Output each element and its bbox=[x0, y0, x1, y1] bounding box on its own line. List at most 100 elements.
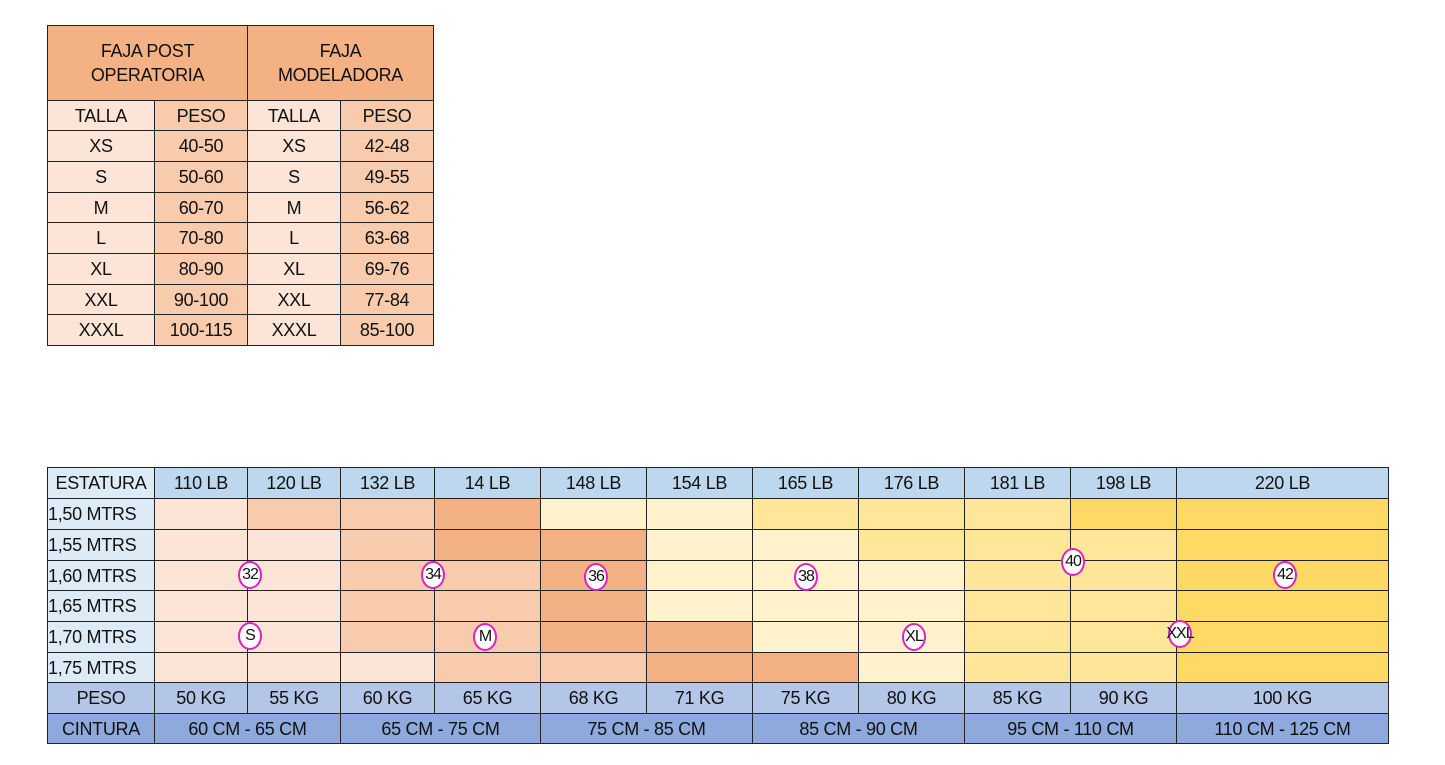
size-zone-cell bbox=[858, 529, 965, 561]
size-zone-cell bbox=[858, 498, 965, 530]
height-row-label: 1,50 MTRS bbox=[47, 498, 155, 530]
size-zone-cell bbox=[858, 652, 965, 683]
size-cell: XL bbox=[47, 253, 155, 285]
size-zone-cell bbox=[540, 590, 647, 622]
weight-lb-header: 14 LB bbox=[434, 467, 541, 499]
column-header-talla: TALLA bbox=[247, 100, 341, 131]
size-cell: XS bbox=[47, 130, 155, 162]
size-zone-cell bbox=[1070, 529, 1177, 561]
size-zone-cell bbox=[752, 621, 859, 653]
size-zone-cell bbox=[154, 529, 248, 561]
height-row-label: 1,70 MTRS bbox=[47, 621, 155, 653]
height-row-label: 1,55 MTRS bbox=[47, 529, 155, 561]
weight-range-cell: 77-84 bbox=[340, 284, 434, 315]
size-marker: 40 bbox=[1061, 548, 1085, 576]
size-zone-cell bbox=[1070, 652, 1177, 683]
waist-range-cell: 110 CM - 125 CM bbox=[1176, 713, 1389, 744]
size-zone-cell bbox=[964, 560, 1071, 591]
waist-range-cell: 60 CM - 65 CM bbox=[154, 713, 341, 744]
column-header-peso: PESO bbox=[154, 100, 248, 131]
size-cell: S bbox=[47, 161, 155, 193]
size-zone-cell bbox=[964, 652, 1071, 683]
weight-kg-cell: 50 KG bbox=[154, 682, 248, 714]
weight-lb-header: 220 LB bbox=[1176, 467, 1389, 499]
size-zone-cell bbox=[540, 652, 647, 683]
size-zone-cell bbox=[434, 529, 541, 561]
size-cell: XXL bbox=[247, 284, 341, 315]
size-zone-cell bbox=[434, 652, 541, 683]
size-cell: L bbox=[247, 222, 341, 254]
height-row-label: 1,65 MTRS bbox=[47, 590, 155, 622]
size-zone-cell bbox=[858, 560, 965, 591]
size-zone-cell bbox=[752, 498, 859, 530]
column-header-peso: PESO bbox=[340, 100, 434, 131]
weight-range-cell: 100-115 bbox=[154, 314, 248, 346]
size-marker: 34 bbox=[421, 561, 445, 589]
weight-lb-header: 165 LB bbox=[752, 467, 859, 499]
height-row-label: 1,60 MTRS bbox=[47, 560, 155, 591]
size-zone-cell bbox=[434, 498, 541, 530]
size-zone-cell bbox=[1176, 621, 1389, 653]
weight-range-cell: 49-55 bbox=[340, 161, 434, 193]
weight-kg-cell: 55 KG bbox=[247, 682, 341, 714]
weight-lb-header: 176 LB bbox=[858, 467, 965, 499]
size-zone-cell bbox=[964, 621, 1071, 653]
size-marker: XL bbox=[902, 623, 926, 651]
weight-range-cell: 60-70 bbox=[154, 192, 248, 223]
size-zone-cell bbox=[340, 621, 435, 653]
size-zone-cell bbox=[540, 621, 647, 653]
weight-range-cell: 85-100 bbox=[340, 314, 434, 346]
size-zone-cell bbox=[154, 498, 248, 530]
weight-range-cell: 90-100 bbox=[154, 284, 248, 315]
group-header-modeladora: FAJA MODELADORA bbox=[247, 25, 434, 101]
cintura-row-label: CINTURA bbox=[47, 713, 155, 744]
column-header-talla: TALLA bbox=[47, 100, 155, 131]
size-zone-cell bbox=[964, 590, 1071, 622]
size-zone-cell bbox=[1070, 560, 1177, 591]
size-zone-cell bbox=[646, 529, 753, 561]
waist-range-cell: 95 CM - 110 CM bbox=[964, 713, 1177, 744]
size-marker: S bbox=[238, 622, 262, 650]
weight-range-cell: 80-90 bbox=[154, 253, 248, 285]
weight-lb-header: 198 LB bbox=[1070, 467, 1177, 499]
weight-lb-header: 110 LB bbox=[154, 467, 248, 499]
size-zone-cell bbox=[540, 529, 647, 561]
peso-row-label: PESO bbox=[47, 682, 155, 714]
weight-range-cell: 40-50 bbox=[154, 130, 248, 162]
size-zone-cell bbox=[1176, 652, 1389, 683]
size-zone-cell bbox=[434, 590, 541, 622]
size-zone-cell bbox=[247, 652, 341, 683]
size-cell: XL bbox=[247, 253, 341, 285]
weight-kg-cell: 90 KG bbox=[1070, 682, 1177, 714]
size-zone-cell bbox=[340, 560, 435, 591]
weight-lb-header: 154 LB bbox=[646, 467, 753, 499]
size-cell: L bbox=[47, 222, 155, 254]
size-zone-cell bbox=[340, 498, 435, 530]
weight-kg-cell: 85 KG bbox=[964, 682, 1071, 714]
size-zone-cell bbox=[646, 652, 753, 683]
size-zone-cell bbox=[247, 529, 341, 561]
size-zone-cell bbox=[646, 498, 753, 530]
size-cell: XS bbox=[247, 130, 341, 162]
size-marker: 42 bbox=[1273, 561, 1297, 589]
waist-range-cell: 85 CM - 90 CM bbox=[752, 713, 965, 744]
weight-kg-cell: 60 KG bbox=[340, 682, 435, 714]
size-zone-cell bbox=[247, 498, 341, 530]
weight-kg-cell: 71 KG bbox=[646, 682, 753, 714]
group-header-post-operatoria: FAJA POST OPERATORIA bbox=[47, 25, 248, 101]
weight-lb-header: 148 LB bbox=[540, 467, 647, 499]
size-zone-cell bbox=[1176, 529, 1389, 561]
size-zone-cell bbox=[1070, 621, 1177, 653]
size-cell: XXXL bbox=[247, 314, 341, 346]
size-zone-cell bbox=[1176, 498, 1389, 530]
size-marker: M bbox=[473, 623, 497, 651]
weight-range-cell: 42-48 bbox=[340, 130, 434, 162]
waist-range-cell: 75 CM - 85 CM bbox=[540, 713, 753, 744]
size-marker: XXL bbox=[1166, 620, 1195, 648]
weight-range-cell: 56-62 bbox=[340, 192, 434, 223]
waist-range-cell: 65 CM - 75 CM bbox=[340, 713, 541, 744]
weight-lb-header: 132 LB bbox=[340, 467, 435, 499]
weight-kg-cell: 100 KG bbox=[1176, 682, 1389, 714]
size-zone-cell bbox=[646, 590, 753, 622]
size-zone-cell bbox=[964, 529, 1071, 561]
